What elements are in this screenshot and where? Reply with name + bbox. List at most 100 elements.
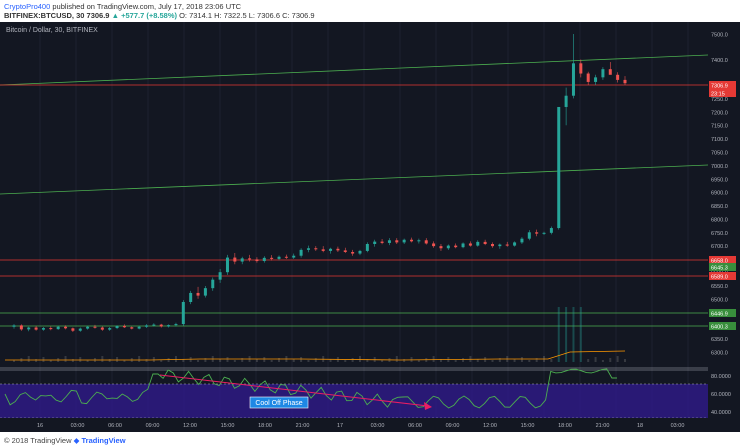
candle (343, 247, 347, 254)
price-tick: 7100.0 (711, 137, 728, 143)
volume-bar (35, 359, 38, 362)
volume-bar (226, 357, 229, 362)
author-link[interactable]: CryptoPro400 (4, 2, 51, 11)
price-axis[interactable]: 7500.07400.07300.07250.07200.07150.07100… (708, 22, 740, 417)
price-badge-b5: 6400.3 (709, 322, 736, 330)
candle (351, 249, 355, 256)
candle (262, 256, 266, 263)
volume-bar (71, 359, 74, 362)
volume-bar (307, 360, 310, 362)
publish-info: published on TradingView.com, July 17, 2… (52, 2, 242, 11)
candle (527, 230, 531, 241)
price-tick: 6950.0 (711, 177, 728, 183)
grid-lines (39, 22, 689, 417)
price-badge-b4: 6446.9 (709, 309, 736, 317)
volume-bar (609, 358, 612, 362)
oscillator-pane (0, 368, 708, 419)
volume-bar (197, 360, 200, 362)
candle (130, 326, 134, 330)
candle (446, 244, 450, 250)
volume-bar (13, 360, 15, 362)
candle (19, 324, 23, 331)
copyright: © 2018 TradingView (4, 436, 72, 445)
candle (196, 286, 200, 299)
candle (608, 62, 612, 75)
candle (623, 76, 627, 85)
candle (358, 249, 362, 256)
candle (115, 325, 119, 330)
time-tick: 15:00 (221, 423, 235, 429)
volume-bar (439, 359, 442, 362)
candle (64, 325, 68, 330)
svg-text:6658.0: 6658.0 (711, 258, 728, 264)
candle (417, 238, 421, 244)
candle (248, 254, 252, 262)
candle (12, 324, 16, 329)
price-tick: 6800.0 (711, 218, 728, 224)
volume-bar (535, 358, 538, 362)
candle (34, 325, 38, 331)
volume-bar (174, 356, 177, 362)
price-change: +577.7 (+8.58%) (121, 11, 177, 20)
candle (616, 72, 620, 83)
candle (498, 243, 502, 249)
volume-bar (417, 360, 420, 362)
candle (520, 237, 524, 245)
chart-area[interactable]: Bitcoin / Dollar, 30, BITFINEX 7500.0 740… (0, 22, 740, 432)
candle (321, 246, 325, 253)
volume-bar (79, 357, 82, 362)
price-tick: 7200.0 (711, 110, 728, 116)
volume-bar (86, 360, 89, 362)
volume-bar (528, 360, 531, 362)
volume-bar (108, 359, 111, 362)
candle (306, 245, 310, 253)
candle (145, 324, 149, 329)
tradingview-link[interactable]: TradingView (81, 436, 126, 445)
volume-bar (491, 360, 494, 362)
candle (49, 326, 53, 331)
candle (424, 238, 428, 245)
candle (586, 71, 590, 85)
price-chart[interactable]: Bitcoin / Dollar, 30, BITFINEX 7500.0 740… (0, 22, 740, 432)
candle (100, 326, 104, 331)
svg-text:Cool Off Phase: Cool Off Phase (255, 400, 302, 407)
candle (277, 255, 281, 261)
volume-bar (520, 357, 523, 362)
candle (535, 229, 539, 237)
volume-bar (616, 356, 619, 362)
candle (152, 323, 156, 327)
volume-bar (366, 359, 369, 362)
candle (579, 59, 583, 78)
candle (557, 106, 561, 230)
candle (410, 237, 414, 243)
candle (203, 286, 207, 298)
volume-bar (550, 359, 553, 362)
candle (71, 327, 75, 333)
time-axis[interactable]: 16 03:00 06:00 09:00 12:00 15:00 18:00 21:00 17 0… (0, 418, 740, 432)
time-tick: 18:00 (558, 423, 572, 429)
volume-bar (270, 360, 273, 362)
candle (93, 324, 97, 329)
candle (461, 242, 465, 249)
volume-bar (587, 359, 590, 362)
price-tick: 6350.0 (711, 337, 728, 343)
svg-text:23:15: 23:15 (711, 91, 725, 97)
svg-text:7306.9: 7306.9 (711, 83, 728, 89)
time-tick: 06:00 (108, 423, 122, 429)
candle (86, 325, 90, 330)
time-tick: 03:00 (671, 423, 685, 429)
time-tick: 21:00 (596, 423, 610, 429)
candle (542, 231, 546, 235)
candle (571, 34, 575, 99)
volume-bar (462, 358, 465, 362)
candle (218, 269, 222, 283)
candle (189, 290, 193, 305)
annotation-label[interactable]: Cool Off Phase (249, 396, 309, 409)
volume-bar (358, 356, 361, 362)
candle (56, 325, 60, 330)
time-tick: 09:00 (446, 423, 460, 429)
channel-lower (0, 164, 709, 195)
candle (137, 325, 141, 330)
arrow-head-icon (424, 402, 432, 410)
candle (233, 253, 237, 265)
